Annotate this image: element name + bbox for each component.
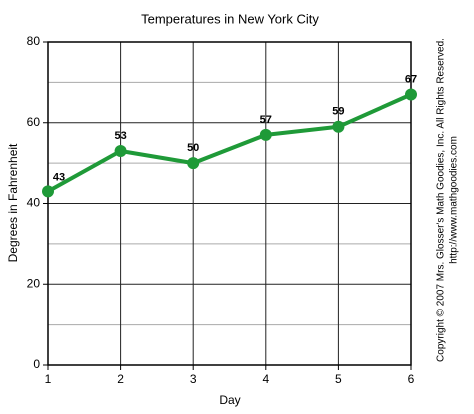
- data-point: [114, 145, 127, 158]
- url: http://www.mathgoodies.com: [449, 136, 460, 264]
- value-label: 43: [53, 171, 65, 183]
- y-tick-label: 20: [27, 276, 41, 290]
- value-label: 53: [114, 130, 126, 142]
- x-axis-label: Day: [219, 393, 240, 407]
- data-point: [259, 128, 272, 141]
- data-line: [47, 92, 412, 194]
- copyright: Copyright © 2007 Mrs. Glosser's Math Goo…: [436, 38, 447, 362]
- data-point: [42, 185, 54, 198]
- data-point: [405, 88, 417, 101]
- x-tick-label: 1: [45, 372, 52, 386]
- x-tick-label: 2: [117, 372, 124, 386]
- value-label: 50: [187, 142, 199, 154]
- plot-frame: [47, 41, 412, 366]
- value-label: 57: [260, 114, 272, 126]
- data-point: [187, 157, 200, 170]
- x-tick-label: 6: [408, 372, 415, 386]
- y-tick-label: 60: [27, 115, 41, 129]
- y-axis-label: Degrees in Fahrenheit: [6, 143, 20, 262]
- x-tick-label: 3: [190, 372, 197, 386]
- y-tick-label: 40: [27, 196, 41, 210]
- value-label: 59: [332, 106, 344, 118]
- y-tick-label: 0: [33, 357, 40, 371]
- data-point: [332, 120, 345, 133]
- x-tick-label: 4: [262, 372, 269, 386]
- chart-title: Temperatures in New York City: [141, 11, 319, 26]
- x-tick-label: 5: [335, 372, 342, 386]
- value-label: 67: [405, 73, 417, 85]
- y-tick-label: 80: [27, 34, 41, 48]
